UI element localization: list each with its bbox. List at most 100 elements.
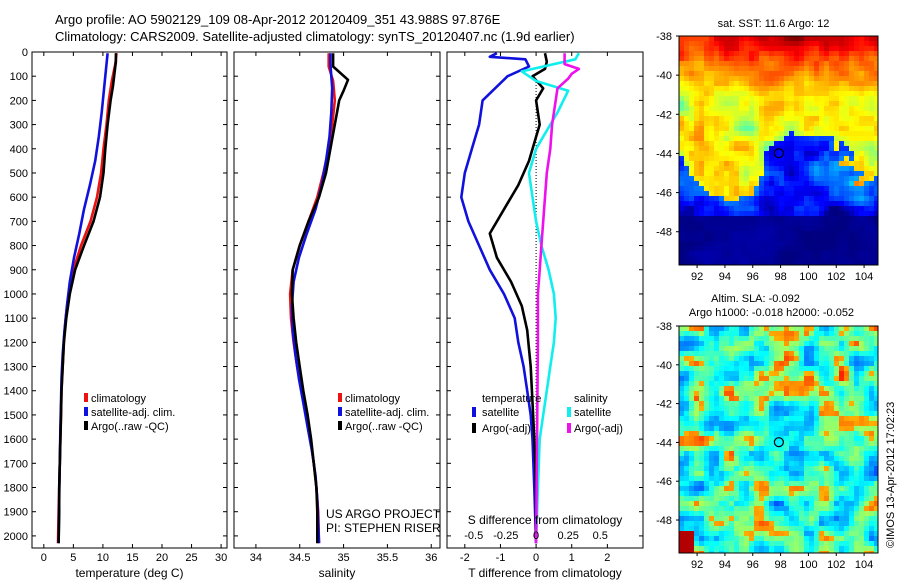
legend-label: Argo(-adj) [482,423,531,435]
map-cell [874,521,878,527]
map-cell [874,526,878,532]
map-cell [814,336,820,342]
map-cell [859,441,865,447]
map-cell [769,446,775,452]
map-cell [834,241,840,247]
map-cell [869,251,875,257]
map-cell [799,211,805,217]
map-cell [834,491,840,497]
map-cell [829,261,835,265]
map-cell [769,261,775,265]
map-cell [774,176,780,182]
map-cell [849,111,855,117]
map-cell [719,231,725,237]
map-cell [694,551,700,553]
map-cell [824,166,830,172]
map-cell [829,71,835,77]
map-cell [784,61,790,67]
map-cell [734,86,740,92]
map-cell [829,76,835,82]
map-x-tick-label: 96 [747,559,759,571]
map-cell [734,131,740,137]
map-cell [739,391,745,397]
map-cell [714,446,720,452]
map-cell [789,66,795,72]
map-cell [739,151,745,157]
map-cell [764,106,770,112]
map-cell [809,426,815,432]
map-cell [824,56,830,62]
map-cell [804,391,810,397]
map-cell [864,231,870,237]
map-cell [784,101,790,107]
map-cell [784,401,790,407]
map-cell [704,71,710,77]
map-cell [759,446,765,452]
map-cell [809,351,815,357]
map-cell [774,231,780,237]
map-cell [829,421,835,427]
map-cell [869,241,875,247]
map-cell [824,381,830,387]
header-line-2: Climatology: CARS2009. Satellite-adjuste… [55,29,575,44]
map-cell [709,486,715,492]
map-cell [799,256,805,262]
map-cell [714,416,720,422]
map-cell [844,91,850,97]
map-cell [824,66,830,72]
map-cell [819,546,825,552]
map-cell [799,366,805,372]
map-cell [799,421,805,427]
map-cell [739,86,745,92]
map-cell [744,446,750,452]
map-cell [754,81,760,87]
map-cell [734,191,740,197]
map-cell [824,201,830,207]
map-cell [714,336,720,342]
x-tick-label: 1 [569,552,575,564]
map-cell [849,221,855,227]
map-cell [719,131,725,137]
map-cell [859,516,865,522]
map-cell [819,536,825,542]
map-cell [839,391,845,397]
map-cell [859,326,865,332]
map-cell [814,506,820,512]
map-cell [734,366,740,372]
map-cell [799,376,805,382]
map-cell [789,516,795,522]
map-cell [789,421,795,427]
map-cell [709,171,715,177]
map-cell [869,76,875,82]
map-cell [854,416,860,422]
x-tick-label: 5 [70,552,76,564]
x-axis-label: temperature (deg C) [75,566,183,580]
map-cell [839,511,845,517]
map-cell [699,161,705,167]
map-cell [784,141,790,147]
map-cell [729,91,735,97]
map-cell [864,196,870,202]
map-cell [784,366,790,372]
map-cell [684,401,690,407]
map-cell [854,46,860,52]
map-cell [844,36,850,42]
map-cell [764,251,770,257]
map-cell [769,381,775,387]
map-cell [859,546,865,552]
map-cell [779,446,785,452]
map-cell [749,36,755,42]
map-cell [719,386,725,392]
map-cell [844,511,850,517]
map-cell [684,36,690,42]
map-cell [829,486,835,492]
map-cell [784,441,790,447]
map-cell [769,116,775,122]
map-cell [689,516,695,522]
map-cell [759,116,765,122]
map-cell [864,396,870,402]
map-cell [734,436,740,442]
map-cell [729,401,735,407]
map-cell [859,491,865,497]
map-cell [729,441,735,447]
